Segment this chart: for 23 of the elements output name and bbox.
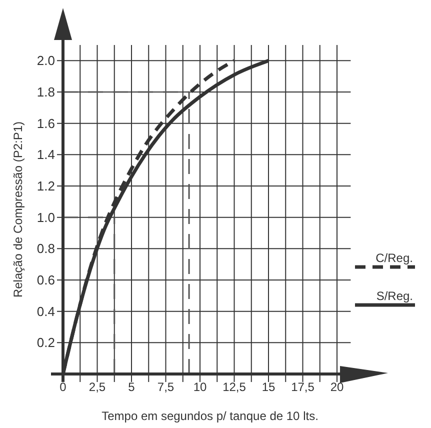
y-tick-label: 1.2	[36, 178, 55, 194]
x-tick-label: 15	[262, 380, 276, 394]
y-axis-title: Relação de Compressão (P2:P1)	[11, 121, 25, 298]
x-tick-label: 2,5	[88, 380, 106, 394]
text: C/Reg.	[376, 251, 413, 265]
y-tick-label: 0.8	[36, 241, 55, 256]
y-tick-label: 1.4	[36, 147, 55, 162]
text: S/Reg.	[376, 289, 413, 303]
y-tick-label: 1.6	[36, 116, 55, 131]
x-tick-label: 17,5	[291, 380, 315, 394]
x-tick-label: 7,5	[157, 380, 174, 394]
y-tick-label: 0.2	[36, 335, 55, 350]
x-axis-title: Tempo em segundos p/ tanque de 10 lts.	[102, 409, 318, 423]
x-tick-label: 10	[193, 380, 207, 394]
y-tick-label: 1.0	[36, 210, 55, 225]
y-tick-label: 2.0	[36, 53, 55, 68]
x-tick-label: 12,5	[222, 380, 246, 394]
y-tick-label: 0.6	[36, 272, 55, 288]
x-tick-label: 0	[60, 380, 67, 394]
x-tick-label: 5	[128, 380, 136, 394]
x-tick-label: 20	[330, 380, 344, 394]
y-tick-label: 1.8	[36, 84, 55, 100]
y-tick-label: 0.4	[36, 304, 55, 319]
